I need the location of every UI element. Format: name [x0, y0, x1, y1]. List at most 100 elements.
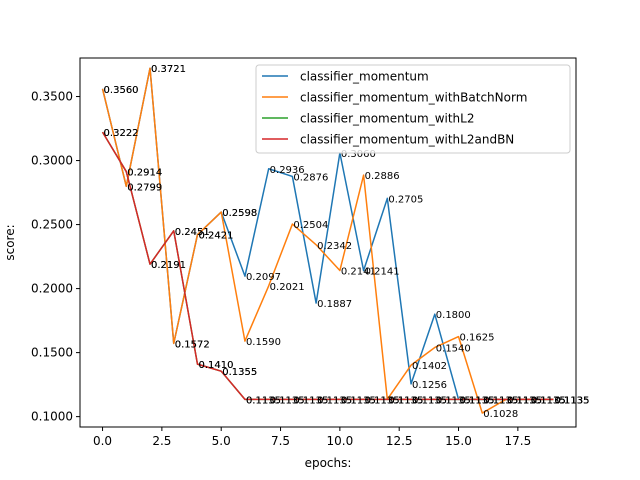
data-label: 0.3222: [104, 128, 139, 139]
data-label: 0.1135: [554, 395, 589, 406]
data-label: 0.2886: [365, 171, 400, 182]
data-label: 0.1355: [222, 367, 257, 378]
data-label: 0.1135: [246, 395, 281, 406]
data-label: 0.2799: [127, 182, 162, 193]
data-label: 0.1135: [554, 395, 589, 406]
data-label: 0.1135: [531, 395, 566, 406]
data-label: 0.3560: [104, 85, 139, 96]
x-tick-label: 2.5: [152, 434, 171, 448]
data-label: 0.1135: [293, 395, 328, 406]
series-line-classifier-momentum-withl2andbn: [101, 131, 554, 401]
data-label: 0.2799: [127, 182, 162, 193]
data-label: 0.1135: [341, 395, 376, 406]
data-label: 0.1135: [412, 395, 447, 406]
data-labels-layer: 0.3560 0.2799 0.3721 0.1572 0.2421 0.2598 0.20…: [104, 64, 590, 420]
legend-box: [255, 64, 571, 154]
data-label: 0.2421: [198, 231, 233, 242]
x-tick-label: 15.0: [445, 434, 472, 448]
data-label: 0.1135: [341, 395, 376, 406]
data-label: 0.1135: [388, 395, 423, 406]
data-label: 0.2914: [127, 168, 162, 179]
data-label: 0.2421: [198, 231, 233, 242]
data-label: 0.1135: [507, 395, 542, 406]
y-tick-label: 0.2500: [31, 218, 73, 232]
y-tick-label: 0.1500: [31, 346, 73, 360]
x-tick-label: 17.5: [504, 434, 531, 448]
legend-entry-label: classifier_momentum_withBatchNorm: [300, 91, 527, 105]
data-label: 0.2191: [151, 260, 186, 271]
x-tick-label: 5.0: [212, 434, 231, 448]
data-label: 0.1410: [198, 360, 233, 371]
legend-entry-label: classifier_momentum_withL2: [300, 112, 475, 126]
data-label: 0.1135: [507, 395, 542, 406]
data-label: 0.2451: [175, 227, 210, 238]
data-label: 0.1135: [388, 395, 423, 406]
data-label: 0.2598: [222, 208, 257, 219]
data-label: 0.1590: [246, 337, 281, 348]
data-label: 0.2936: [270, 165, 305, 176]
data-label: 0.1540: [436, 343, 471, 354]
data-label: 0.1256: [412, 380, 447, 391]
data-label: 0.1135: [483, 395, 518, 406]
data-label: 0.1135: [507, 395, 542, 406]
data-label: 0.1135: [246, 395, 281, 406]
legend-entry-label: classifier_momentum: [300, 70, 429, 84]
data-label: 0.1135: [412, 395, 447, 406]
data-label: 0.1135: [365, 395, 400, 406]
x-tick-label: 0.0: [93, 434, 112, 448]
data-label: 0.2141: [365, 267, 400, 278]
data-label: 0.2598: [222, 208, 257, 219]
axes-frame: [79, 57, 577, 428]
data-label: 0.1135: [365, 395, 400, 406]
data-label: 0.1410: [198, 360, 233, 371]
data-label: 0.1625: [460, 333, 495, 344]
data-label: 0.1135: [270, 395, 305, 406]
data-label: 0.1135: [554, 395, 589, 406]
data-label: 0.2021: [270, 282, 305, 293]
data-label: 0.1135: [554, 395, 589, 406]
data-label: 0.1402: [412, 361, 447, 372]
data-label: 0.1135: [436, 395, 471, 406]
data-label: 0.3721: [151, 64, 186, 75]
data-label: 0.1135: [483, 395, 518, 406]
x-tick-label: 10.0: [327, 434, 354, 448]
data-label: 0.1135: [531, 395, 566, 406]
data-label: 0.1135: [460, 395, 495, 406]
data-label: 0.2191: [151, 260, 186, 271]
data-label: 0.1135: [460, 395, 495, 406]
data-label: 0.1028: [483, 409, 518, 420]
data-label: 0.2914: [127, 168, 162, 179]
data-label: 0.1135: [270, 395, 305, 406]
data-label: 0.2705: [388, 194, 423, 205]
data-label: 0.2097: [246, 272, 281, 283]
y-axis-label: score:: [3, 224, 17, 260]
data-label: 0.1135: [317, 395, 352, 406]
data-label: 0.3560: [104, 85, 139, 96]
data-label: 0.3060: [341, 149, 376, 160]
data-label: 0.2451: [175, 227, 210, 238]
legend-entry-label: classifier_momentum_withL2andBN: [300, 133, 514, 147]
data-label: 0.1135: [507, 395, 542, 406]
y-tick-label: 0.1000: [31, 410, 73, 424]
data-label: 0.2342: [317, 241, 352, 252]
x-tick-label: 12.5: [386, 434, 413, 448]
data-label: 0.1135: [388, 395, 423, 406]
data-label: 0.2141: [341, 267, 376, 278]
data-label: 0.1355: [222, 367, 257, 378]
data-label: 0.3222: [104, 128, 139, 139]
data-label: 0.3721: [151, 64, 186, 75]
data-label: 0.2876: [293, 172, 328, 183]
y-tick-label: 0.3000: [31, 154, 73, 168]
y-tick-label: 0.2000: [31, 282, 73, 296]
data-label: 0.1135: [436, 395, 471, 406]
data-label: 0.2504: [293, 220, 328, 231]
legend: classifier_momentum classifier_momentum_w…: [255, 64, 571, 154]
series-layer: [101, 67, 554, 414]
data-label: 0.1135: [317, 395, 352, 406]
data-label: 0.1572: [175, 339, 210, 350]
data-label: 0.1572: [175, 339, 210, 350]
x-axis-label: epochs:: [305, 456, 352, 470]
y-tick-label: 0.3500: [31, 90, 73, 104]
series-line-classifier-momentum-withbatchnorm: [101, 67, 554, 414]
